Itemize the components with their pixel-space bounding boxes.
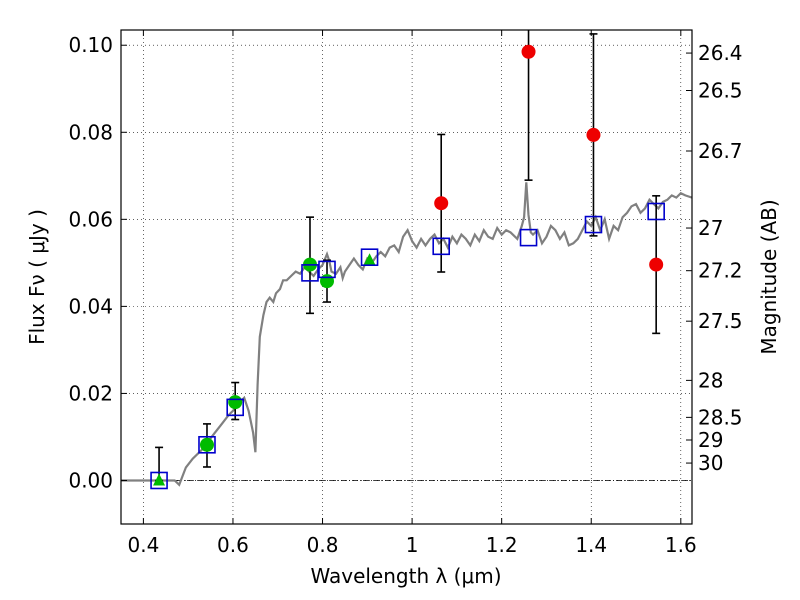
model-spectrum-line bbox=[121, 182, 692, 487]
observed-nir-point bbox=[649, 257, 664, 272]
observed-nir-point bbox=[521, 44, 536, 59]
y-tick-label: 0.06 bbox=[68, 207, 113, 231]
x-tick-label: 1 bbox=[406, 533, 419, 557]
observed-upper-limits-point bbox=[363, 253, 376, 266]
mag-tick-label: 27 bbox=[698, 216, 723, 240]
observed-upper-limits-point bbox=[153, 473, 166, 486]
x-axis-title: Wavelength λ (μm) bbox=[310, 564, 501, 588]
y-tick-label: 0.10 bbox=[68, 33, 113, 57]
model-photometry-point bbox=[360, 248, 379, 266]
model-photometry-point bbox=[519, 228, 538, 247]
model-photometry-point bbox=[584, 215, 603, 234]
mag-tick-label: 29 bbox=[698, 428, 723, 452]
y-axis-title: Flux Fν ( μJy ) bbox=[25, 209, 49, 345]
y-tick-label: 0.00 bbox=[68, 468, 113, 492]
right-axis-title: Magnitude (AB) bbox=[757, 199, 781, 354]
observed-detections-point bbox=[228, 395, 243, 410]
mag-tick-label: 26.5 bbox=[698, 78, 743, 102]
plot-background bbox=[121, 30, 692, 524]
model-photometry-point bbox=[318, 260, 336, 279]
x-tick-label: 0.8 bbox=[307, 533, 339, 557]
mag-tick-label: 27.2 bbox=[698, 259, 743, 283]
axes-layer: 0.4 0.6 0.8 1 1.2 1.4 1.6 0.00 0.02 0.04 0.06 0.08 0… bbox=[68, 30, 743, 557]
plot-layer bbox=[121, 30, 692, 490]
model-photometry-point bbox=[647, 202, 665, 221]
mag-tick-label: 28 bbox=[698, 368, 723, 392]
model-photometry-point bbox=[432, 237, 451, 256]
x-tick-label: 1.4 bbox=[575, 533, 607, 557]
y-tick-label: 0.02 bbox=[68, 381, 113, 405]
x-tick-label: 0.4 bbox=[127, 533, 159, 557]
observed-nir-point bbox=[586, 127, 601, 142]
mag-tick-label: 27.5 bbox=[698, 309, 743, 333]
observed-detections-point bbox=[199, 437, 214, 452]
model-photometry-point bbox=[226, 398, 244, 417]
x-tick-label: 1.6 bbox=[665, 533, 697, 557]
model-photometry-point bbox=[198, 435, 216, 454]
mag-tick-label: 30 bbox=[698, 451, 723, 475]
mag-tick-label: 26.4 bbox=[698, 41, 743, 65]
observed-nir-point bbox=[434, 196, 449, 211]
plot-frame bbox=[120, 29, 693, 525]
mag-tick-label: 26.7 bbox=[698, 139, 743, 163]
mag-tick-label: 28.5 bbox=[698, 405, 743, 429]
model-photometry-point bbox=[150, 471, 168, 490]
y-tick-label: 0.08 bbox=[68, 120, 113, 144]
y-tick-label: 0.04 bbox=[68, 294, 113, 318]
x-tick-label: 0.6 bbox=[217, 533, 249, 557]
model-photometry-point bbox=[301, 264, 319, 282]
observed-detections-point bbox=[320, 274, 335, 289]
x-tick-label: 1.2 bbox=[486, 533, 518, 557]
